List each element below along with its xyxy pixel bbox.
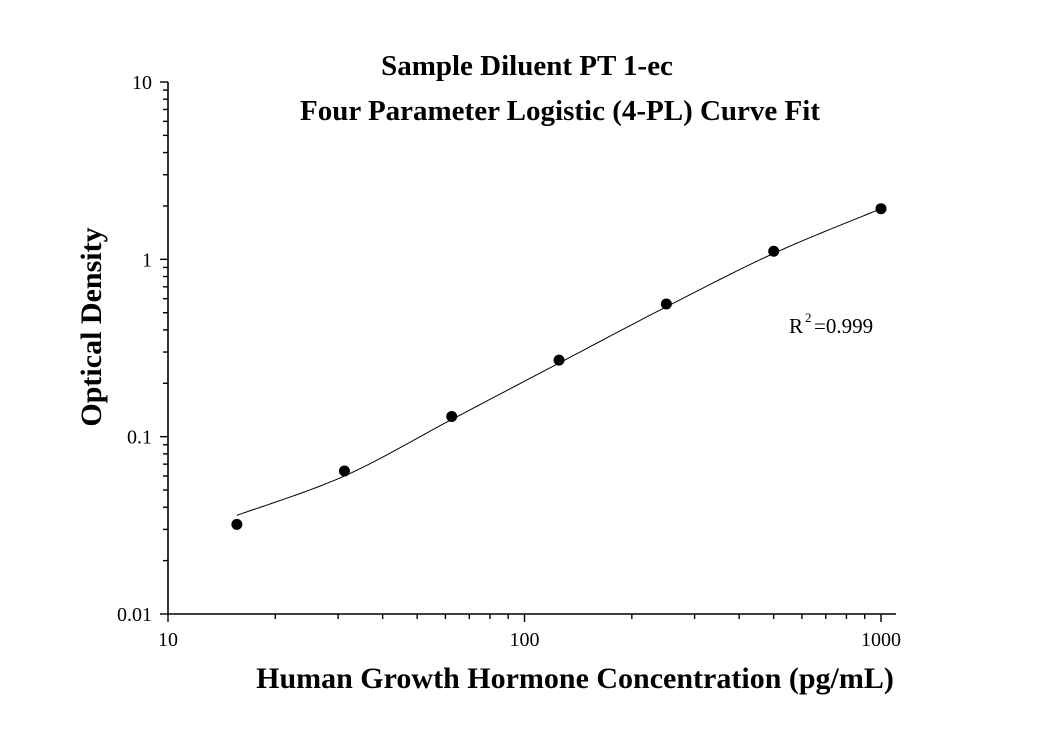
r2-base: R	[789, 314, 803, 338]
y-tick-label: 0.1	[127, 427, 152, 449]
data-point	[231, 518, 243, 530]
y-tick-label: 0.01	[117, 604, 152, 626]
data-point	[768, 245, 780, 257]
x-axis-label: Human Growth Hormone Concentration (pg/m…	[256, 662, 894, 695]
ticks	[160, 81, 882, 622]
y-tick-label: 10	[132, 72, 152, 94]
data-point	[875, 203, 887, 215]
data-point	[446, 410, 458, 422]
chart-title: Sample Diluent PT 1-ec	[381, 50, 673, 82]
r2-superscript: 2	[805, 310, 812, 325]
data-point	[660, 298, 672, 310]
data-points	[231, 203, 887, 530]
axes	[167, 82, 896, 615]
x-tick-label: 10	[158, 629, 178, 651]
x-tick-label: 1000	[861, 629, 901, 651]
data-point	[553, 354, 565, 366]
chart-subtitle: Four Parameter Logistic (4-PL) Curve Fit	[300, 95, 820, 127]
y-axis-label: Optical Density	[75, 227, 108, 426]
data-point	[338, 465, 350, 477]
tick-labels: 10 100 1000 0.01 0.1 1 10	[117, 72, 901, 651]
y-tick-label: 1	[142, 249, 152, 271]
x-tick-label: 100	[510, 629, 540, 651]
r2-value: =0.999	[814, 314, 873, 338]
r2-annotation: R 2 =0.999	[789, 310, 873, 338]
